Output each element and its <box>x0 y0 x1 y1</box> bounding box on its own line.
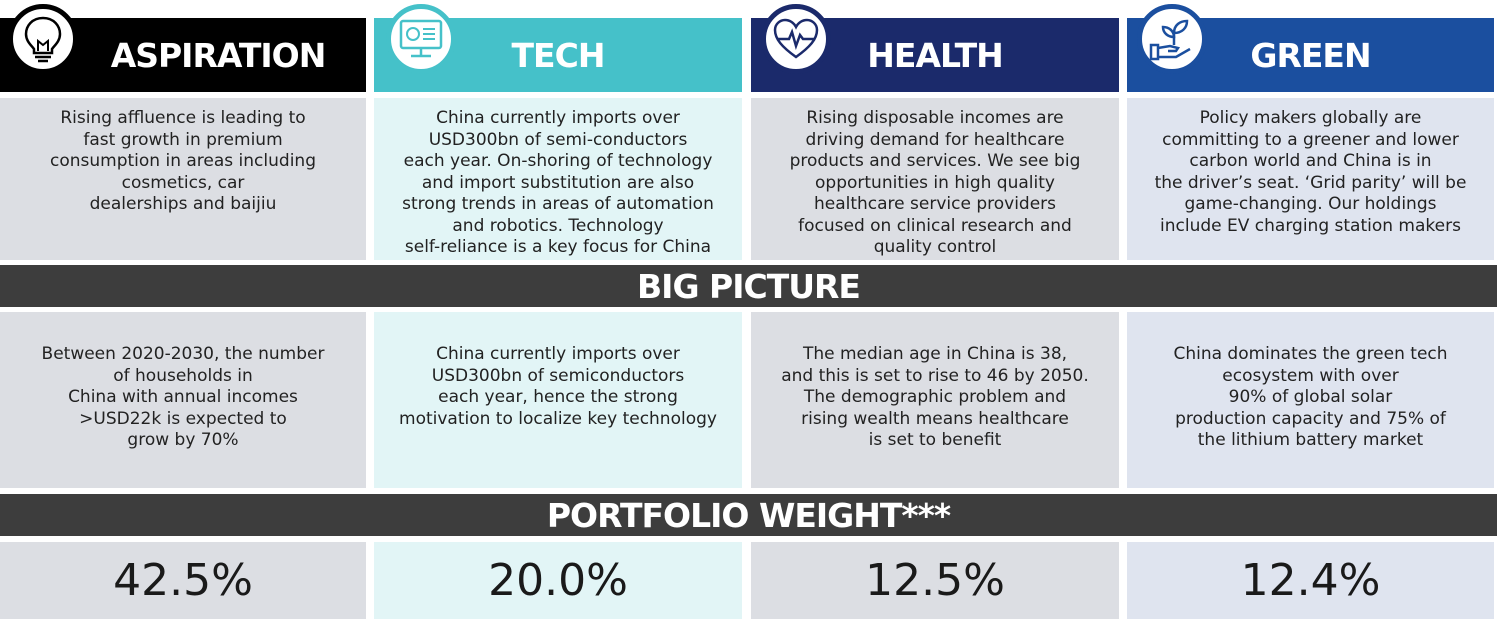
header-title-tech: TECH <box>511 35 606 75</box>
weight-tech: 20.0% <box>374 542 742 619</box>
weight-health: 12.5% <box>751 542 1119 619</box>
monitor-icon <box>386 4 456 74</box>
big-picture-health: The median age in China is 38, and this … <box>751 312 1119 488</box>
description-green: Policy makers globally are committing to… <box>1127 98 1494 260</box>
portfolio-weight-band: PORTFOLIO WEIGHT*** <box>0 494 1497 536</box>
weight-green: 12.4% <box>1127 542 1494 619</box>
weight-aspiration: 42.5% <box>0 542 366 619</box>
big-picture-band: BIG PICTURE <box>0 265 1497 307</box>
description-tech: China currently imports over USD300bn of… <box>374 98 742 260</box>
header-title-green: GREEN <box>1250 35 1371 75</box>
lightbulb-icon <box>8 4 78 74</box>
big-picture-green: China dominates the green tech ecosystem… <box>1127 312 1494 488</box>
header-title-aspiration: ASPIRATION <box>110 35 327 75</box>
hand-plant-icon <box>1137 4 1207 74</box>
heart-pulse-icon <box>761 4 831 74</box>
big-picture-aspiration: Between 2020-2030, the number of househo… <box>0 312 366 488</box>
header-title-health: HEALTH <box>867 35 1003 75</box>
description-aspiration: Rising affluence is leading to fast grow… <box>0 98 366 260</box>
big-picture-tech: China currently imports over USD300bn of… <box>374 312 742 488</box>
description-health: Rising disposable incomes are driving de… <box>751 98 1119 260</box>
